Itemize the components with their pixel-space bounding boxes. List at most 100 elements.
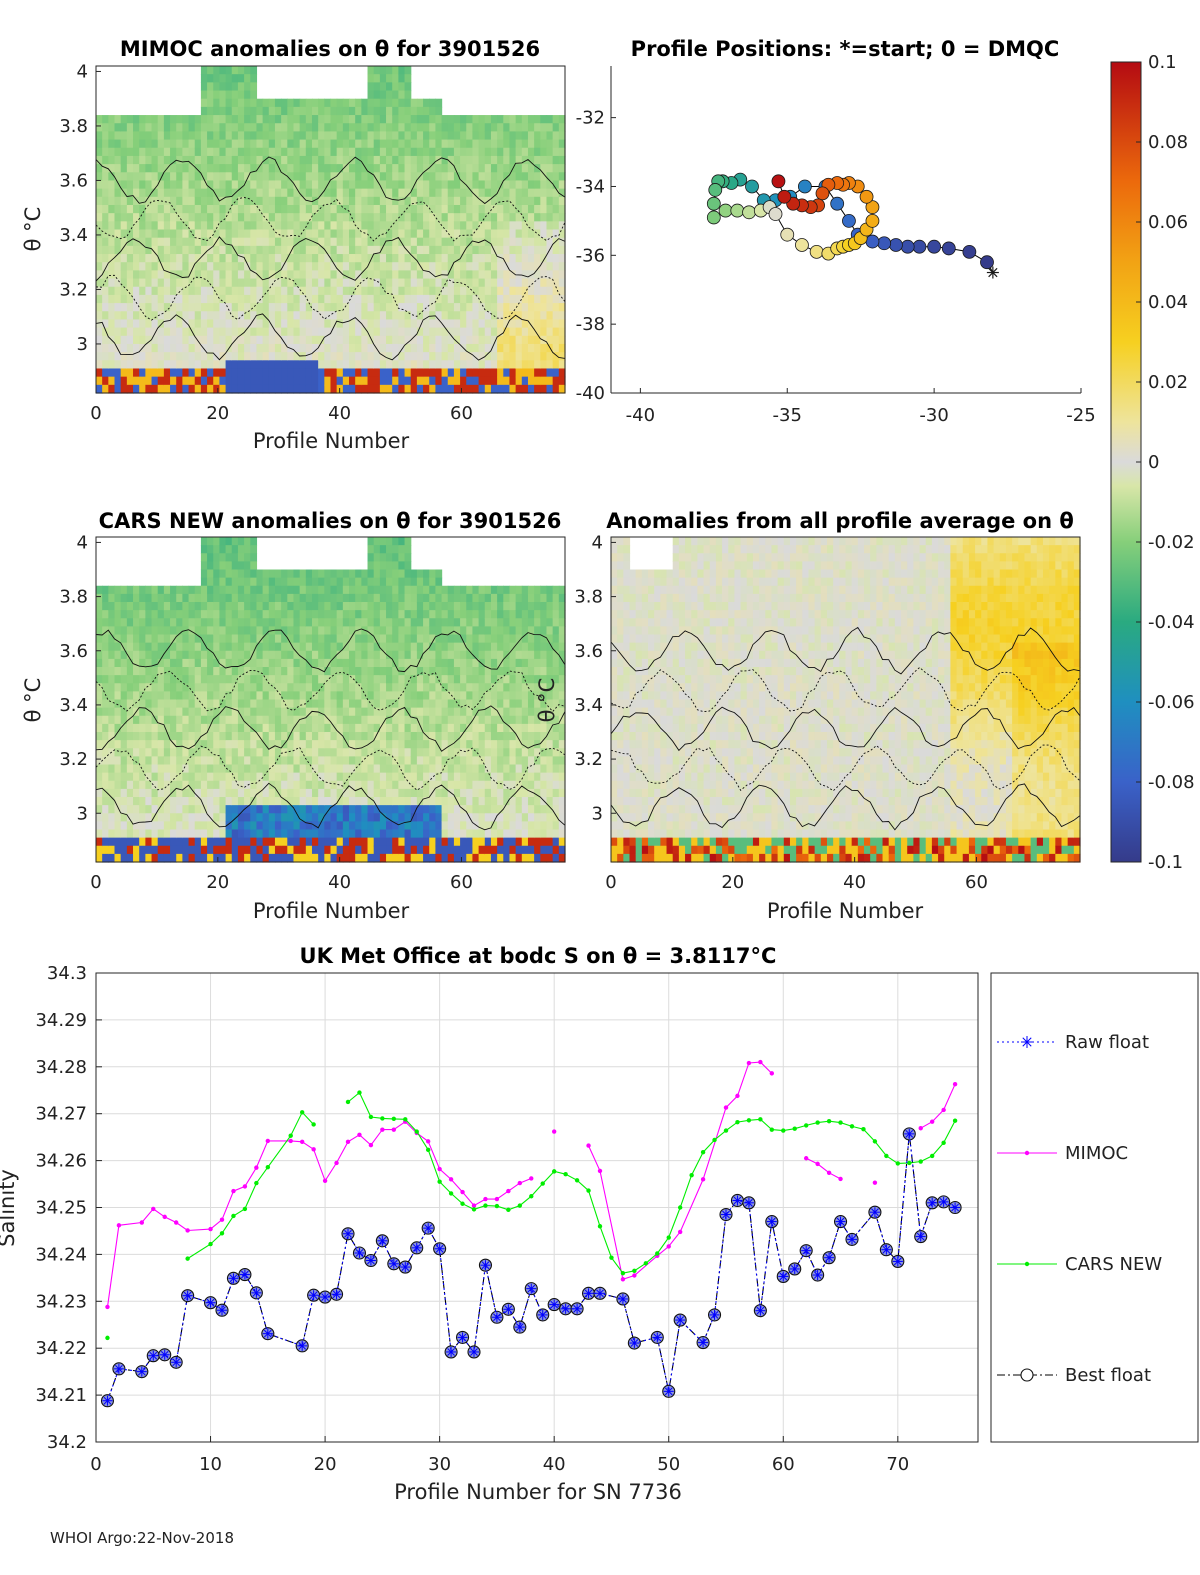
heatmap-cell [373, 123, 381, 133]
heatmap-cell [404, 593, 412, 603]
heatmap-cell [244, 245, 251, 255]
heatmap-cell [349, 699, 356, 709]
heatmap-cell [207, 553, 214, 562]
heatmap-cell [447, 155, 455, 165]
heatmap-cell [342, 262, 350, 271]
heatmap-cell [527, 172, 535, 182]
heatmap-cell [139, 634, 146, 644]
heatmap-cell [194, 139, 202, 149]
heatmap-cell [521, 294, 529, 304]
heatmap-cell [231, 561, 239, 571]
heatmap-cell [170, 303, 177, 312]
heatmap-cell [497, 196, 504, 206]
heatmap-cell [170, 691, 177, 701]
heatmap-cell [515, 384, 523, 394]
heatmap-cell [244, 221, 251, 231]
heatmap-cell [386, 553, 393, 562]
heatmap-cell [336, 675, 344, 684]
heatmap-cell [237, 691, 245, 701]
heatmap-cell [281, 821, 288, 831]
heatmap-cell [392, 788, 399, 798]
heatmap-cell [213, 123, 221, 133]
heatmap-cell [194, 658, 202, 668]
heatmap-cell [355, 360, 362, 370]
heatmap-cell [268, 343, 276, 353]
heatmap-cell [392, 853, 399, 863]
heatmap-cell [256, 115, 264, 124]
heatmap-cell [237, 262, 245, 271]
heatmap-cell [355, 707, 362, 717]
heatmap-cell [318, 634, 325, 644]
heatmap-cell [170, 748, 177, 757]
heatmap-cell [133, 131, 140, 141]
heatmap-cell [410, 270, 418, 280]
heatmap-cell [151, 829, 159, 839]
heatmap-cell [367, 213, 375, 222]
heatmap-cell [472, 229, 480, 239]
heatmap-cell [182, 585, 190, 595]
heatmap-cell [534, 278, 541, 288]
heatmap-cell [225, 837, 233, 847]
heatmap-cell [268, 772, 276, 782]
heatmap-cell [472, 270, 480, 280]
heatmap-cell [145, 188, 153, 198]
heatmap-cell [558, 311, 566, 321]
heatmap-cell [355, 106, 362, 116]
heatmap-cell [509, 262, 517, 271]
heatmap-cell [219, 683, 227, 692]
heatmap-cell [120, 131, 128, 141]
heatmap-cell [126, 384, 134, 394]
heatmap-cell [330, 180, 338, 190]
heatmap-cell [145, 667, 153, 676]
heatmap-cell [108, 732, 116, 741]
heatmap-cell [163, 115, 171, 124]
heatmap-cell [330, 213, 338, 222]
heatmap-cell [213, 115, 221, 124]
heatmap-cell [194, 585, 202, 595]
heatmap-cell [349, 788, 356, 798]
heatmap-cell [373, 723, 381, 733]
heatmap-cell [527, 384, 535, 394]
heatmap-cell [416, 829, 424, 839]
heatmap-cell [503, 254, 511, 263]
heatmap-cell [410, 829, 418, 839]
heatmap-cell [114, 180, 122, 190]
heatmap-cell [231, 229, 239, 239]
heatmap-cell [404, 164, 412, 173]
heatmap-cell [324, 311, 332, 321]
heatmap-cell [330, 723, 338, 733]
profile-position-marker [941, 241, 956, 256]
heatmap-cell [379, 327, 387, 337]
heatmap-cell [262, 618, 270, 627]
heatmap-cell [392, 772, 399, 782]
heatmap-cell [231, 286, 239, 296]
heatmap-cell [466, 123, 474, 133]
heatmap-cell [281, 602, 288, 611]
heatmap-cell [404, 82, 412, 92]
heatmap-cell [416, 748, 424, 757]
heatmap-cell [386, 602, 393, 611]
heatmap-cell [392, 66, 399, 75]
heatmap-cell [552, 237, 560, 247]
heatmap-cell [237, 352, 245, 361]
heatmap-cell [305, 772, 313, 782]
heatmap-cell [546, 384, 554, 394]
heatmap-cell [521, 343, 529, 353]
heatmap-cell [139, 642, 146, 652]
heatmap-cell [349, 229, 356, 239]
heatmap-cell [355, 131, 362, 141]
heatmap-cell [423, 813, 430, 822]
heatmap-cell [262, 335, 270, 345]
heatmap-cell [126, 813, 134, 822]
heatmap-cell [188, 764, 196, 774]
heatmap-cell [305, 343, 313, 353]
heatmap-cell [373, 82, 381, 92]
heatmap-cell [176, 204, 183, 214]
heatmap-cell [120, 691, 128, 701]
heatmap-cell [453, 368, 461, 378]
heatmap-cell [102, 172, 109, 182]
heatmap-cell [299, 368, 307, 378]
heatmap-cell [120, 368, 128, 378]
heatmap-cell [250, 683, 258, 692]
heatmap-cell [133, 780, 140, 790]
